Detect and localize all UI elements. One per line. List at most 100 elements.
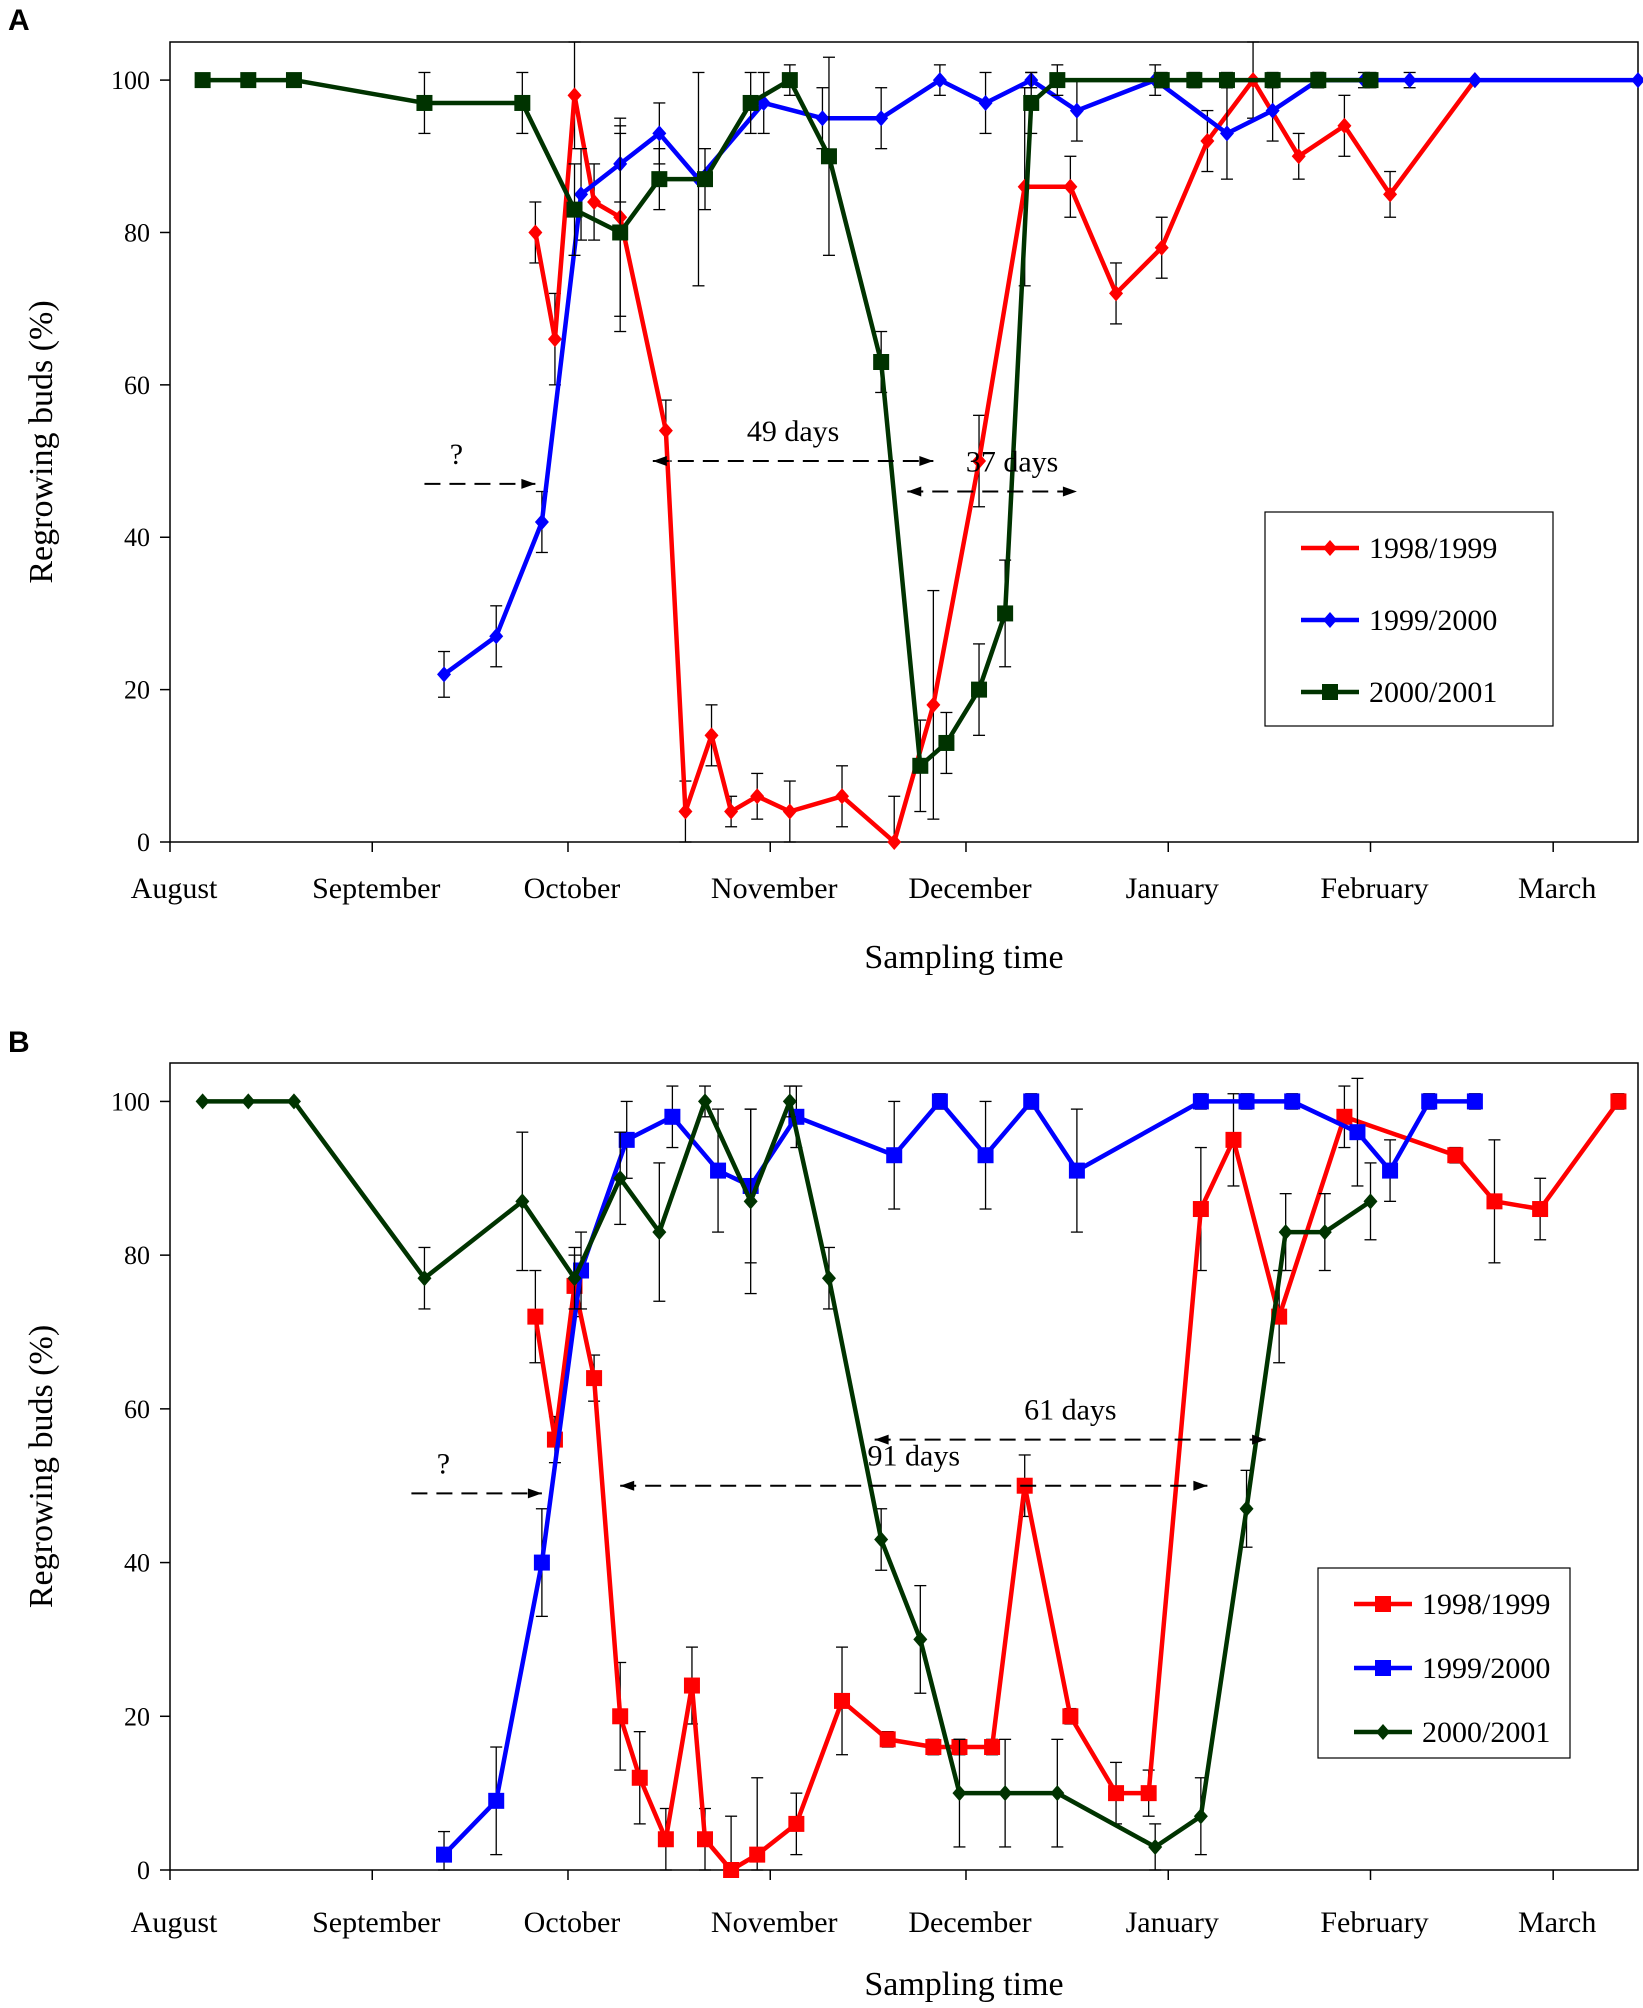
data-point	[972, 453, 987, 470]
arrowhead	[521, 478, 536, 489]
plot-frame	[169, 1062, 1639, 1871]
data-point	[815, 110, 830, 127]
data-point	[652, 125, 667, 142]
legend-label: 1998/1999	[1422, 1588, 1550, 1621]
data-point	[750, 788, 765, 805]
panel-letter: A	[8, 4, 30, 37]
data-point	[873, 354, 890, 370]
data-point	[886, 1147, 903, 1164]
data-point	[1148, 1838, 1163, 1855]
legend-marker	[1323, 540, 1337, 556]
arrowhead	[527, 1488, 542, 1499]
data-point	[1466, 1093, 1483, 1110]
x-tick-label: September	[312, 1906, 440, 1939]
series-1998-1999	[527, 1085, 1627, 1878]
data-point	[913, 1631, 928, 1648]
series-2000-2001	[194, 56, 1379, 813]
data-point	[612, 1708, 629, 1725]
annotation-arrow: 37 days	[907, 446, 1077, 497]
data-point	[194, 72, 211, 89]
annotation-label: ?	[450, 438, 463, 471]
x-tick-label: January	[1126, 1906, 1219, 1939]
x-tick-label: November	[711, 1906, 838, 1939]
arrowhead	[1252, 1434, 1267, 1445]
data-point	[1140, 1785, 1157, 1802]
data-point	[1153, 72, 1170, 89]
data-point	[1049, 72, 1066, 89]
data-point	[781, 72, 798, 89]
data-point	[664, 1108, 681, 1125]
data-point	[1193, 1808, 1208, 1825]
legend-box	[1317, 1567, 1571, 1759]
data-point	[926, 696, 941, 713]
legend: 1998/1999 1999/2000 2000/2001	[1317, 1567, 1571, 1759]
data-point	[683, 1677, 700, 1694]
data-point	[195, 1093, 210, 1110]
data-point	[1337, 117, 1352, 134]
y-tick-label: 0	[137, 828, 150, 857]
data-point	[678, 803, 693, 820]
data-point	[514, 94, 531, 111]
data-point	[651, 171, 668, 188]
legend-label: 1998/1999	[1369, 532, 1497, 565]
data-point	[887, 834, 902, 850]
data-point	[710, 1162, 727, 1179]
arrowhead	[919, 456, 934, 467]
data-point	[879, 1731, 896, 1748]
legend-marker	[1322, 684, 1338, 700]
x-axis-title: Sampling time	[864, 1966, 1063, 2003]
y-tick-label: 20	[124, 676, 150, 705]
y-axis-title: Regrowing buds (%)	[23, 1325, 60, 1608]
arrowhead	[874, 1434, 889, 1445]
legend: 1998/1999 1999/2000 2000/2001	[1264, 511, 1554, 727]
data-point	[1467, 72, 1482, 89]
data-point	[1063, 178, 1078, 195]
x-tick-label: August	[131, 1906, 218, 1939]
x-tick-label: November	[711, 872, 838, 905]
data-point	[1023, 94, 1040, 111]
data-point	[527, 1308, 544, 1325]
data-point	[697, 171, 714, 188]
data-point	[931, 1093, 948, 1110]
data-point	[528, 224, 543, 241]
data-point	[835, 788, 850, 805]
data-point	[998, 1785, 1013, 1802]
data-point	[1050, 1785, 1065, 1802]
data-point	[978, 94, 993, 111]
annotation-arrow: ?	[411, 1447, 542, 1499]
data-point	[1382, 1162, 1399, 1179]
y-tick-label: 80	[124, 218, 150, 247]
data-point	[286, 1093, 301, 1110]
data-point	[586, 1370, 603, 1387]
data-point	[1192, 1093, 1209, 1110]
data-point	[488, 1792, 505, 1809]
data-point	[534, 514, 549, 530]
data-point	[1402, 72, 1417, 89]
data-point	[997, 605, 1014, 622]
data-point	[874, 1531, 889, 1548]
data-point	[1200, 133, 1215, 150]
annotation-label: 37 days	[966, 446, 1059, 479]
data-point	[533, 1554, 550, 1571]
data-point	[436, 1846, 453, 1863]
data-point	[912, 757, 929, 774]
data-point	[834, 1692, 851, 1709]
y-tick-label: 20	[124, 1702, 150, 1731]
data-point	[658, 422, 673, 439]
chart-panel-B: B 0 20 40 60 80 100 August September October Novem…	[8, 1026, 1639, 2003]
data-point	[489, 628, 504, 645]
legend-marker	[1376, 1724, 1390, 1740]
annotation-label: 61 days	[1024, 1394, 1117, 1427]
data-point	[952, 1785, 967, 1802]
data-point	[566, 201, 583, 218]
x-tick-label: December	[908, 872, 1031, 905]
data-point	[723, 1862, 740, 1878]
data-point	[1186, 72, 1203, 89]
annotation-label: 49 days	[747, 415, 840, 448]
data-point	[652, 1224, 667, 1241]
data-point	[1447, 1147, 1464, 1164]
legend-marker	[1375, 1660, 1391, 1676]
data-point	[724, 803, 739, 820]
data-point	[1239, 1500, 1254, 1517]
legend-marker	[1323, 612, 1337, 628]
